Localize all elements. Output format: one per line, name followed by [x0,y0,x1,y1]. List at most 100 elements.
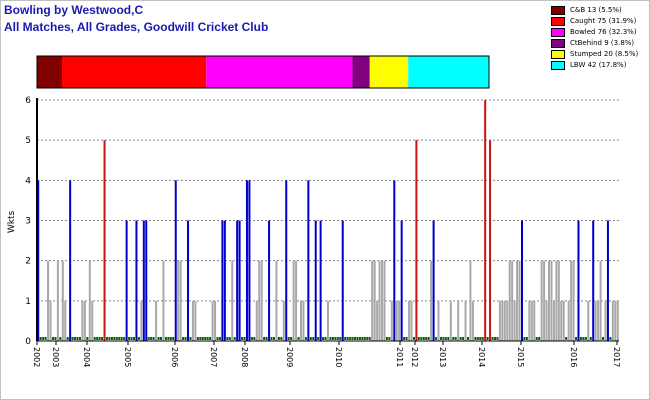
legend-swatch [551,39,565,48]
bar [309,337,312,340]
bar [103,140,106,341]
bar [228,337,231,340]
bar [469,260,472,341]
legend-swatch [551,50,565,59]
bar [518,260,521,341]
bar [560,300,563,341]
bar [258,260,261,341]
bar [260,260,263,341]
bar [130,337,133,340]
bar [54,337,57,340]
bar [449,300,452,341]
bar [49,300,52,341]
bar [412,337,415,340]
bar [606,220,609,341]
bar [444,337,447,340]
bar [297,337,300,340]
bar [265,337,268,340]
bar [425,337,428,340]
bar [351,337,354,340]
y-tick-label: 5 [25,136,31,146]
x-tick-label: 2005 [123,347,132,367]
bar [405,337,408,340]
bar [543,260,546,341]
bar [430,260,433,341]
bar [290,337,293,340]
bar [476,337,479,340]
bar [567,300,570,341]
bar [44,337,47,340]
bar [376,300,379,341]
bar [245,180,248,341]
bar [385,337,388,340]
bar [489,140,492,341]
bar [329,337,332,340]
x-tick-label: 2008 [240,347,249,367]
bar [474,337,477,340]
dismissal-segment [37,56,63,88]
bar [312,337,315,340]
bar [417,337,420,340]
bar [47,260,50,341]
bar [540,260,543,341]
bar [253,337,256,340]
bar [69,180,72,341]
x-tick-label: 2010 [334,347,343,367]
bar [314,220,317,341]
x-tick-label: 2002 [32,347,41,367]
chart-subtitle: All Matches, All Grades, Goodwill Cricke… [4,20,269,34]
bar [39,337,42,340]
bar [51,337,54,340]
bar [182,337,185,340]
x-tick-label: 2013 [438,347,447,367]
bar [155,300,158,341]
bar [442,337,445,340]
bar [589,337,592,340]
bar [277,337,280,340]
x-tick-label: 2003 [51,347,60,367]
bar [611,300,614,341]
bar [275,260,278,341]
bar [381,260,384,341]
y-tick-label: 6 [25,96,31,106]
bar [113,337,116,340]
bar [206,337,209,340]
bar [285,180,288,341]
dismissal-segment [352,56,370,88]
bar [128,337,131,340]
bar [110,337,113,340]
bar [513,300,516,341]
bar [120,337,123,340]
bar [594,300,597,341]
bar [466,337,469,340]
bar [123,337,126,340]
y-tick-label: 0 [25,337,31,347]
bar [115,337,118,340]
bar [218,337,221,340]
bar [454,337,457,340]
bar [211,300,214,341]
legend-label: LBW 42 (17.8%) [570,61,627,69]
bar [231,260,234,341]
dismissal-segment [408,56,489,88]
legend-swatch [551,6,565,15]
bar [592,220,595,341]
bar [238,220,241,341]
x-tick-label: 2012 [410,347,419,367]
bar [464,300,467,341]
bar [562,300,565,341]
bar [196,337,199,340]
bar [545,300,548,341]
bar [498,300,501,341]
legend-swatch [551,61,565,70]
y-tick-label: 1 [25,297,31,307]
bar [236,220,239,341]
bar [363,337,366,340]
bar [76,337,79,340]
bar [223,220,226,341]
legend-label: C&B 13 (5.5%) [570,6,622,14]
bar [216,337,219,340]
bar [602,337,605,340]
x-tick-label: 2011 [395,347,404,367]
